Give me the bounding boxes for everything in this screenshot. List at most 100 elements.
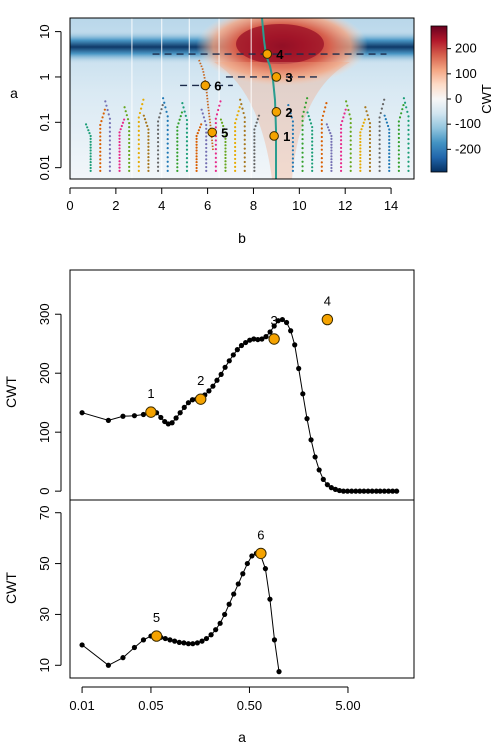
ridge-dot — [147, 128, 150, 131]
ridge-dot — [89, 149, 92, 152]
ridge-28 — [378, 98, 386, 172]
data-point — [369, 488, 375, 494]
ridge-dot — [253, 131, 256, 135]
ridge-dot — [378, 147, 381, 150]
ridge-dot — [368, 157, 372, 161]
y-tick-label: 300 — [37, 303, 52, 325]
ridge-dot — [323, 110, 326, 113]
ridge-dot — [200, 123, 203, 126]
ridge-dot — [156, 169, 160, 172]
ridge-dot — [291, 140, 295, 144]
ridge-dot — [320, 123, 323, 126]
data-point — [222, 611, 228, 618]
y-tick-label: 10 — [37, 658, 52, 672]
ridge-dot — [166, 137, 169, 141]
ridge-dot — [205, 127, 208, 130]
ridge-dot — [205, 131, 208, 134]
data-point — [185, 400, 191, 406]
ridge-dot — [320, 140, 323, 143]
ridge-dot — [128, 133, 131, 137]
ridge-dot — [118, 137, 121, 140]
ridge-dot — [156, 136, 160, 140]
data-point — [210, 383, 216, 389]
ridge-dot — [125, 114, 128, 117]
ridge-dot — [311, 147, 314, 151]
ridge-dot — [330, 134, 333, 138]
ridge-dot — [86, 126, 89, 129]
ridge-dot — [137, 165, 140, 168]
ridge-dot — [99, 123, 102, 127]
ridge-dot — [185, 144, 189, 147]
ridge-dot — [253, 152, 256, 155]
ridge-dot — [339, 123, 343, 127]
ridge-dot — [311, 151, 314, 154]
ridge-dot — [402, 97, 406, 100]
ridge-dot — [166, 115, 169, 118]
ridge-dot — [118, 163, 121, 166]
ridge-dot — [219, 118, 223, 121]
ridge-dot — [128, 129, 131, 133]
ridge-2-y-axis: 10 30 50 70 — [37, 505, 62, 673]
ridge-dot — [397, 120, 400, 123]
ridge-dot — [368, 129, 372, 133]
ridge-dot — [234, 153, 237, 157]
ridge-dot — [185, 131, 189, 134]
ridge-dot — [243, 160, 246, 164]
ridge-dot — [257, 114, 261, 117]
highlight-point-6 — [255, 547, 267, 560]
ridge-dot — [156, 161, 160, 164]
ridge-dot — [311, 166, 314, 169]
ridge-dot — [320, 118, 323, 122]
ridge-dot — [218, 104, 221, 107]
ridge-dot — [243, 138, 246, 141]
ridge-dot — [145, 121, 148, 124]
ridge-dot — [147, 152, 150, 155]
ridge-dot — [137, 125, 140, 128]
ridge-dot — [224, 147, 227, 150]
ridge-dot — [89, 169, 92, 172]
ridge-dot — [107, 113, 110, 116]
ridge-9 — [162, 97, 169, 172]
ridge-dot — [349, 135, 352, 138]
ridge-dot — [88, 131, 91, 135]
data-point — [320, 476, 326, 482]
ridge-dot — [253, 142, 256, 145]
ridge-dot — [224, 160, 227, 163]
main-ridge-line — [261, 18, 277, 179]
ridge-dot — [105, 104, 108, 107]
ridge-dot — [368, 141, 372, 145]
ridge-dot — [320, 135, 323, 139]
ridge-dot — [137, 143, 140, 146]
data-point — [177, 410, 183, 416]
ridge-dot — [99, 154, 102, 157]
ridge-dot — [234, 129, 237, 133]
ridge-dot — [253, 166, 256, 169]
ridge-dot — [118, 156, 121, 160]
y-tick-label: 1 — [37, 73, 52, 80]
ridge-dot — [108, 165, 112, 168]
colorbar-tick-label: 200 — [455, 41, 477, 56]
colorbar-ramp — [430, 25, 448, 173]
ridge-dot — [185, 118, 189, 122]
ridge-dot — [311, 129, 314, 132]
data-point — [328, 485, 334, 491]
ridge-dot — [366, 114, 369, 117]
highlight-point-4 — [321, 313, 334, 326]
x-tick-label: 5.00 — [335, 698, 360, 713]
ridge-dot — [89, 158, 92, 161]
ridge-dot — [84, 123, 88, 126]
scalogram-x-label: b — [238, 230, 246, 246]
ridge-dot — [324, 106, 327, 109]
ridge-dot — [359, 169, 362, 172]
x-tick-label: 0.05 — [138, 698, 163, 713]
ridge-27 — [364, 106, 372, 172]
ridge-dot — [214, 139, 217, 142]
ridge-dot — [147, 166, 150, 169]
ridge-31 — [402, 97, 410, 172]
ridge-dot — [166, 151, 169, 154]
ridge-dot — [301, 124, 304, 127]
data-point — [79, 642, 85, 648]
ridge-dot — [176, 158, 179, 162]
data-point — [244, 560, 250, 567]
ridge-dot — [224, 150, 227, 153]
